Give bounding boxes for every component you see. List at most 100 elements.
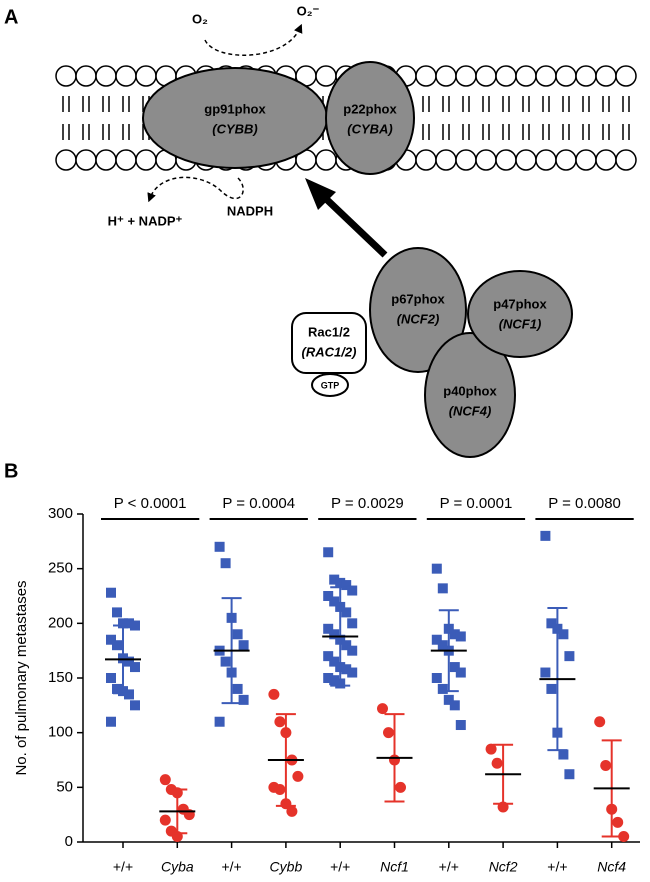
data-point — [546, 618, 557, 629]
panel-label: A — [4, 6, 18, 28]
lipid-head — [495, 65, 517, 87]
lipid-head — [595, 65, 617, 87]
p40-name: p40phox — [443, 383, 497, 398]
lipid-head — [475, 149, 497, 171]
data-point — [323, 673, 334, 683]
y-tick-label: 250 — [48, 560, 73, 577]
data-point — [274, 716, 286, 728]
data-point — [130, 620, 140, 631]
data-point — [238, 694, 249, 705]
data-point — [431, 673, 442, 683]
gtp-label: GTP — [321, 380, 340, 390]
data-point — [329, 656, 340, 667]
p67-gene: (NCF2) — [397, 311, 440, 326]
y-tick-label: 300 — [48, 505, 73, 522]
lipid-head — [315, 149, 337, 171]
p-value: P = 0.0080 — [548, 495, 621, 512]
p22-protein — [325, 61, 415, 175]
y-tick-label: 50 — [56, 778, 73, 795]
data-point — [431, 634, 442, 645]
p-value: P = 0.0029 — [331, 495, 404, 512]
products-label: H⁺ + NADP⁺ — [108, 213, 183, 228]
p-value: P = 0.0004 — [222, 495, 295, 512]
rac-gene: (RAC1/2) — [302, 344, 357, 359]
data-point — [558, 749, 569, 760]
lipid-head — [135, 65, 157, 87]
data-point — [323, 547, 334, 558]
data-point — [329, 675, 340, 686]
lipid-head — [415, 149, 437, 171]
data-point — [564, 651, 575, 662]
lipid-head — [435, 149, 457, 171]
data-point — [238, 640, 249, 651]
data-point — [106, 634, 116, 645]
lipid-head — [75, 65, 97, 87]
data-point — [341, 607, 352, 618]
data-point — [618, 831, 630, 843]
lipid-head — [115, 65, 137, 87]
data-point — [546, 683, 557, 694]
y-tick-label: 100 — [48, 724, 73, 741]
lipid-head — [315, 65, 337, 87]
data-point — [323, 623, 334, 634]
y-tick-label: 150 — [48, 669, 73, 686]
x-tick-label: +/+ — [221, 859, 241, 875]
p40-gene: (NCF4) — [449, 403, 492, 418]
lipid-head — [75, 149, 97, 171]
data-point — [220, 558, 231, 569]
p67-protein — [369, 247, 467, 373]
y-axis-label: No. of pulmonary metastases — [13, 580, 30, 775]
assembly-arrowhead — [305, 178, 336, 210]
lipid-head — [455, 149, 477, 171]
data-point — [323, 651, 334, 662]
data-point — [455, 720, 466, 731]
lipid-head — [135, 149, 157, 171]
data-point — [485, 743, 497, 755]
data-point — [323, 591, 334, 601]
p47-gene: (NCF1) — [499, 316, 542, 331]
x-tick-label: Ncf1 — [380, 859, 409, 875]
data-point — [268, 688, 280, 700]
data-point — [612, 816, 624, 828]
p22-name: p22phox — [343, 101, 397, 116]
data-point — [232, 683, 243, 694]
y-tick-label: 200 — [48, 614, 73, 631]
data-point — [437, 583, 448, 594]
p47-protein — [467, 270, 573, 358]
data-point — [130, 700, 140, 711]
data-point — [106, 673, 116, 683]
data-point — [491, 757, 503, 769]
lipid-head — [95, 149, 117, 171]
lipid-head — [615, 65, 637, 87]
data-point — [124, 618, 134, 629]
data-point — [274, 784, 286, 796]
data-point — [124, 656, 134, 667]
lipid-head — [455, 65, 477, 87]
gp91-gene: (CYBB) — [212, 121, 258, 136]
data-point — [449, 662, 460, 673]
data-point — [377, 703, 388, 715]
data-point — [112, 607, 122, 618]
data-point — [159, 774, 171, 786]
lipid-head — [415, 65, 437, 87]
y-tick-label: 0 — [65, 833, 73, 850]
data-point — [329, 629, 340, 640]
data-point — [341, 580, 352, 591]
gp91-protein — [142, 67, 328, 169]
lipid-head — [55, 149, 77, 171]
data-point — [118, 618, 128, 629]
data-point — [214, 716, 225, 727]
superoxide-label: O₂⁻ — [297, 3, 320, 18]
data-point — [112, 640, 122, 651]
data-point — [341, 664, 352, 675]
lipid-head — [115, 149, 137, 171]
data-point — [130, 662, 140, 673]
x-tick-label: +/+ — [547, 859, 567, 875]
x-tick-label: Cyba — [161, 859, 194, 875]
x-tick-label: +/+ — [439, 859, 459, 875]
data-point — [431, 563, 442, 574]
lipid-head — [515, 65, 537, 87]
data-point — [600, 759, 612, 771]
data-point — [594, 716, 606, 728]
